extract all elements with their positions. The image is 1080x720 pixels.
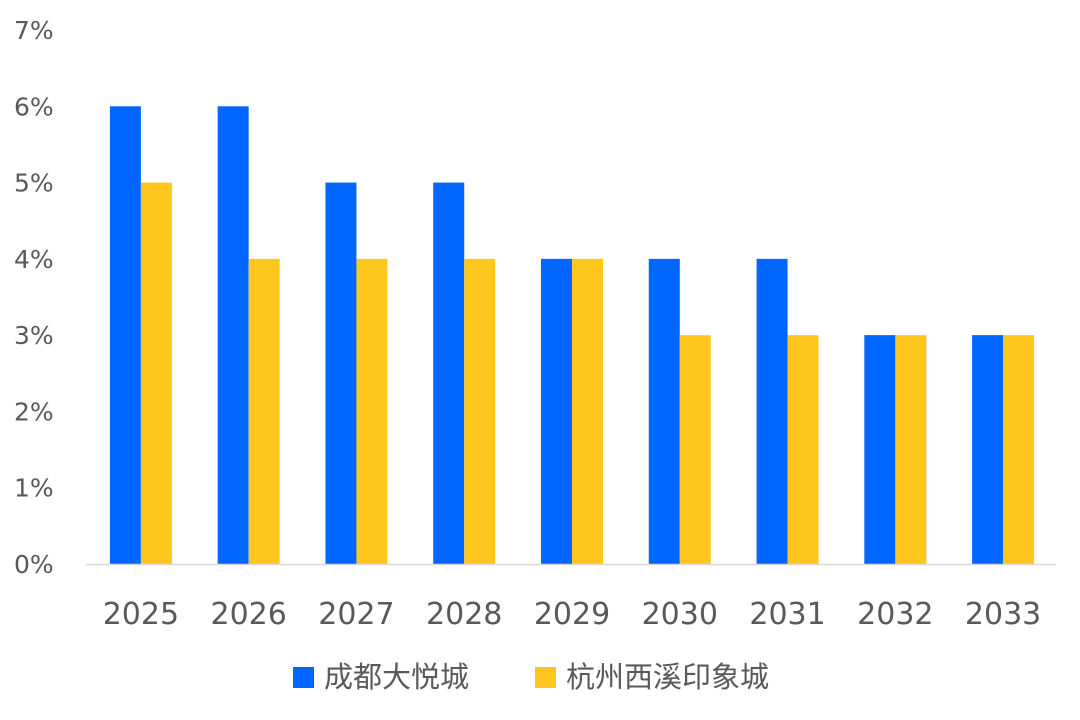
y-tick-label: 5% [14, 169, 54, 198]
bar-series-1-2033 [972, 335, 1004, 564]
bar-series-2-2028 [464, 258, 496, 564]
x-tick-label: 2027 [318, 597, 394, 632]
y-tick-label: 4% [14, 245, 54, 274]
bar-series-1-2028 [433, 182, 465, 565]
x-tick-label: 2029 [534, 597, 610, 632]
bar-series-2-2029 [572, 258, 603, 564]
y-tick-label: 7% [14, 16, 54, 45]
bars [109, 106, 1035, 565]
bar-series-1-2025 [109, 106, 141, 565]
bar-series-1-2027 [325, 182, 357, 565]
x-tick-label: 2033 [965, 597, 1041, 632]
legend-swatch [293, 667, 314, 688]
x-tick-label: 2028 [426, 597, 502, 632]
y-tick-label: 3% [14, 321, 54, 350]
bar-series-1-2026 [217, 106, 249, 565]
bar-series-1-2031 [756, 258, 788, 564]
bar-series-2-2025 [140, 182, 172, 565]
x-tick-label: 2032 [857, 597, 933, 632]
bar-series-2-2027 [356, 258, 388, 564]
x-tick-label: 2025 [103, 597, 179, 632]
legend: 成都大悦城 杭州西溪印象城 [293, 660, 769, 694]
x-tick-label: 2031 [749, 597, 825, 632]
x-axis-ticks: 2025 2026 2027 2028 2029 2030 2031 2032 2033 [103, 597, 1042, 632]
bar-series-2-2032 [895, 335, 927, 564]
x-tick-label: 2030 [642, 597, 718, 632]
y-tick-label: 6% [14, 92, 54, 121]
bar-series-2-2033 [1003, 335, 1035, 564]
x-tick-label: 2026 [210, 597, 286, 632]
bar-series-2-2026 [248, 258, 280, 564]
legend-label: 杭州西溪印象城 [566, 660, 769, 694]
y-tick-label: 0% [14, 550, 54, 579]
bar-series-1-2032 [864, 335, 896, 564]
y-tick-label: 2% [14, 397, 54, 426]
bar-series-1-2030 [648, 258, 680, 564]
legend-label: 成都大悦城 [324, 660, 469, 694]
bar-series-1-2029 [541, 258, 572, 564]
bar-series-2-2030 [679, 335, 711, 564]
y-tick-label: 1% [14, 474, 54, 503]
bar-series-2-2031 [787, 335, 819, 564]
legend-swatch [535, 667, 556, 688]
y-axis-ticks: 0% 1% 2% 3% 4% 5% 6% 7% [14, 16, 54, 579]
